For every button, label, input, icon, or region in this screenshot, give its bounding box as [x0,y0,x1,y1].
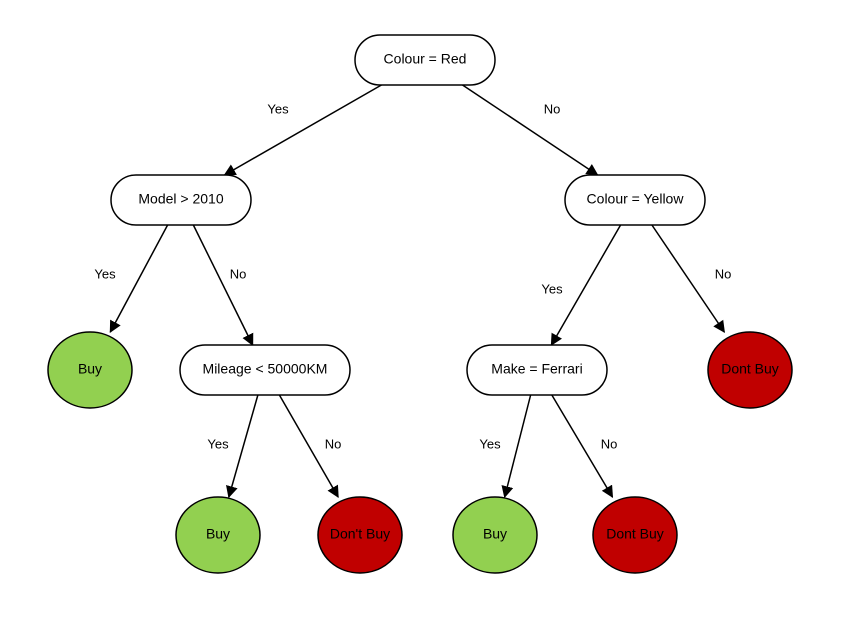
node-label-ferrari: Make = Ferrari [491,361,582,377]
node-dont1: Dont Buy [708,332,792,408]
node-dont2: Don't Buy [318,497,402,573]
edge-label-yellow-ferrari: Yes [541,281,563,296]
node-label-buy3: Buy [483,526,507,542]
node-label-root: Colour = Red [384,51,467,67]
node-buy1: Buy [48,332,132,408]
node-label-buy2: Buy [206,526,230,542]
edge-label-model-buy1: Yes [94,266,116,281]
edge-label-root-model: Yes [267,101,289,116]
node-dont3: Dont Buy [593,497,677,573]
node-root: Colour = Red [355,35,495,85]
decision-tree: Yes No Yes No Yes No Yes No Yes No Colour = Red Mo… [0,0,850,633]
edge-label-ferrari-dont3: No [601,436,618,451]
node-label-buy1: Buy [78,361,102,377]
node-label-model: Model > 2010 [138,191,223,207]
edge-label-root-yellow: No [544,101,561,116]
edge-root-yellow [463,85,598,175]
node-label-yellow: Colour = Yellow [587,191,685,207]
edge-label-yellow-dont1: No [715,266,732,281]
edge-label-model-mileage: No [230,266,247,281]
node-label-dont1: Dont Buy [721,361,779,377]
edge-mileage-buy2 [229,395,258,497]
node-mileage: Mileage < 50000KM [180,345,350,395]
node-label-dont3: Dont Buy [606,526,664,542]
node-yellow: Colour = Yellow [565,175,705,225]
edge-label-mileage-dont2: No [325,436,342,451]
edge-yellow-dont1 [652,225,724,332]
edge-ferrari-buy3 [505,395,531,497]
edges-layer: Yes No Yes No Yes No Yes No Yes No [94,85,731,497]
node-model: Model > 2010 [111,175,251,225]
node-label-mileage: Mileage < 50000KM [203,361,328,377]
edge-model-mileage [193,225,252,345]
edge-label-mileage-buy2: Yes [207,436,229,451]
edge-label-ferrari-buy3: Yes [479,436,501,451]
edge-root-model [225,85,382,175]
node-ferrari: Make = Ferrari [467,345,607,395]
node-label-dont2: Don't Buy [330,526,390,542]
node-buy3: Buy [453,497,537,573]
nodes-layer: Colour = Red Model > 2010 Colour = Yellow B… [48,35,792,573]
node-buy2: Buy [176,497,260,573]
edge-model-buy1 [110,225,167,332]
